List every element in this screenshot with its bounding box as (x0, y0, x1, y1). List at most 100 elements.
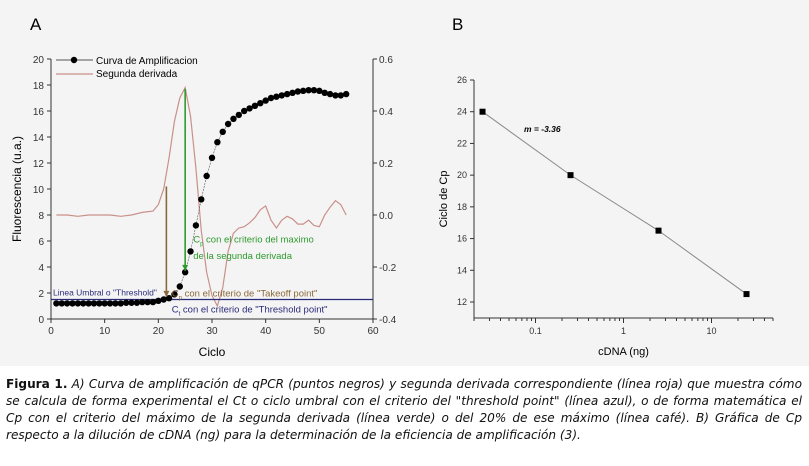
panel-label-a: A (30, 15, 42, 34)
takeoff-arrow-arrowhead (163, 290, 170, 297)
amplification-point (332, 92, 339, 99)
max-derivative-label-rest: con el criterio del maximo (203, 234, 313, 245)
y2-tick-label: -0.2 (379, 263, 397, 274)
chart-a: 0 10 20 30 40 50 60 0 2 4 6 8 10 12 14 16 18 20 -0.4 -0.2 0.… (10, 55, 397, 359)
amplification-point (305, 87, 312, 94)
amplification-point (80, 300, 87, 307)
amplification-point (342, 90, 350, 98)
amplification-point (278, 92, 285, 99)
amplification-point (214, 139, 221, 146)
y-tick-label: 0 (38, 315, 44, 326)
data-point (567, 172, 574, 179)
amplification-point (176, 283, 183, 290)
y-tick-label: 10 (33, 185, 45, 196)
amplification-point (257, 100, 264, 107)
amplification-point (187, 248, 194, 255)
max-derivative-label-sub: p (200, 241, 204, 247)
amplification-point (198, 196, 205, 203)
amplification-point (283, 90, 291, 98)
takeoff-label-rest: con el criterio de "Takeoff point" (182, 289, 317, 300)
amplification-point (219, 128, 226, 135)
y2-tick-label: 0.2 (379, 159, 393, 170)
amplification-point (112, 300, 119, 307)
takeoff-label-c: C (172, 289, 179, 300)
amplification-point (58, 300, 65, 307)
x-tick-label: 40 (260, 326, 272, 337)
y2-tick-label: 0.0 (379, 211, 393, 222)
y-tick-label: 26 (457, 75, 467, 85)
amplification-point (117, 300, 124, 307)
amplification-point (310, 87, 318, 94)
y-axis-label: Fluorescencia (u.a.) (10, 136, 24, 242)
y-tick-label: 18 (33, 81, 45, 92)
figure-svg: A B 0 10 20 30 40 50 6002468101214161820-0.4-0… (10, 15, 774, 359)
y-tick-label: 16 (33, 107, 45, 118)
threshold-label: Linea Umbral o "Threshold" (53, 288, 157, 298)
data-point (479, 108, 486, 115)
amplification-point (235, 111, 243, 119)
x-tick-label: 10 (99, 326, 111, 337)
y2-tick-label: 0.4 (379, 107, 393, 118)
y-tick-label: 14 (457, 265, 467, 275)
chart-b: 12 14 16 18 20 22 24 26 0.1 1 10 cDNA (ng) Ciclo de … (438, 75, 774, 358)
data-point (655, 227, 662, 234)
x-tick-label: 1 (621, 326, 626, 336)
y-axis-label: Ciclo de Cp (438, 171, 450, 228)
takeoff-label: Cp con el criterio de "Takeoff point" (172, 289, 318, 302)
threshold-point-label-rest: con el criterio de "Threshold point" (180, 305, 327, 316)
y-tick-label: 14 (33, 133, 45, 144)
y-tick-label: 12 (33, 159, 45, 170)
amplification-point (246, 105, 253, 112)
takeoff-label-sub: p (179, 296, 183, 302)
y2-tick-label: 0.6 (379, 55, 393, 66)
amplification-point (106, 300, 114, 307)
amplification-point (230, 115, 237, 123)
amplification-point (171, 291, 178, 298)
x-tick-label: 10 (706, 326, 716, 336)
x-axis-label: Ciclo (199, 345, 226, 359)
amplification-point (69, 300, 76, 307)
amplification-point (316, 87, 323, 95)
max-derivative-label-line2: de la segunda derivada (193, 251, 292, 262)
x-tick-label: 60 (367, 326, 379, 337)
threshold-point-label-sub: t (179, 312, 181, 318)
amplification-point (273, 93, 280, 100)
amplification-point (300, 87, 307, 95)
x-tick-label: 0.1 (529, 326, 542, 336)
y-tick-label: 22 (457, 138, 467, 148)
slope-annotation: m = -3.36 (524, 124, 561, 134)
fit-line (482, 111, 747, 295)
amplification-point (294, 88, 302, 95)
amplification-point (122, 299, 130, 306)
y-tick-label: 16 (457, 234, 467, 244)
x-tick-label: 50 (314, 326, 326, 337)
y2-tick-label: -0.4 (379, 315, 397, 326)
y-tick-label: 12 (457, 297, 467, 307)
panel-label-b: B (452, 15, 463, 34)
amplification-point (208, 154, 216, 161)
caption-text: A) Curva de amplificación de qPCR (punto… (6, 377, 802, 442)
amplification-point (241, 107, 248, 115)
amplification-point (96, 300, 103, 307)
amplification-point (90, 300, 98, 307)
max-derivative-label-c: C (193, 234, 200, 245)
amplification-point (160, 296, 167, 303)
amplification-point (181, 269, 189, 276)
x-tick-label: 30 (206, 326, 218, 337)
amplification-point (149, 298, 157, 306)
y-tick-label: 20 (457, 170, 467, 180)
x-axis-label: cDNA (ng) (598, 346, 649, 358)
amplification-point (53, 300, 60, 307)
figure: A B 0 10 20 30 40 50 60 0 2 4 6 8 10 12 14 16 18 20 -0.4 -0… (0, 0, 809, 366)
y-tick-label: 20 (33, 55, 45, 66)
amplification-point (267, 94, 275, 102)
amplification-point (74, 300, 82, 307)
y-tick-label: 24 (457, 107, 467, 117)
data-point (743, 291, 750, 298)
amplification-point (101, 300, 108, 307)
amplification-point (139, 298, 146, 306)
threshold-point-label: Ct con el criterio de "Threshold point" (172, 305, 328, 318)
threshold-point-label-c: C (172, 305, 179, 316)
amplification-point (128, 299, 135, 306)
amplification-point (192, 222, 200, 229)
